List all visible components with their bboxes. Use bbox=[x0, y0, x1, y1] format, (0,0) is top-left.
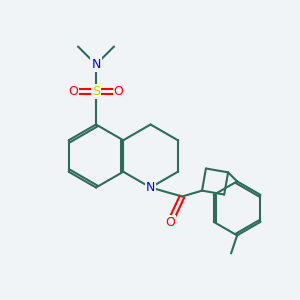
Text: O: O bbox=[165, 215, 175, 229]
Text: N: N bbox=[146, 181, 155, 194]
Text: O: O bbox=[114, 85, 123, 98]
Text: N: N bbox=[91, 58, 101, 71]
Text: S: S bbox=[92, 85, 100, 98]
Text: O: O bbox=[69, 85, 78, 98]
